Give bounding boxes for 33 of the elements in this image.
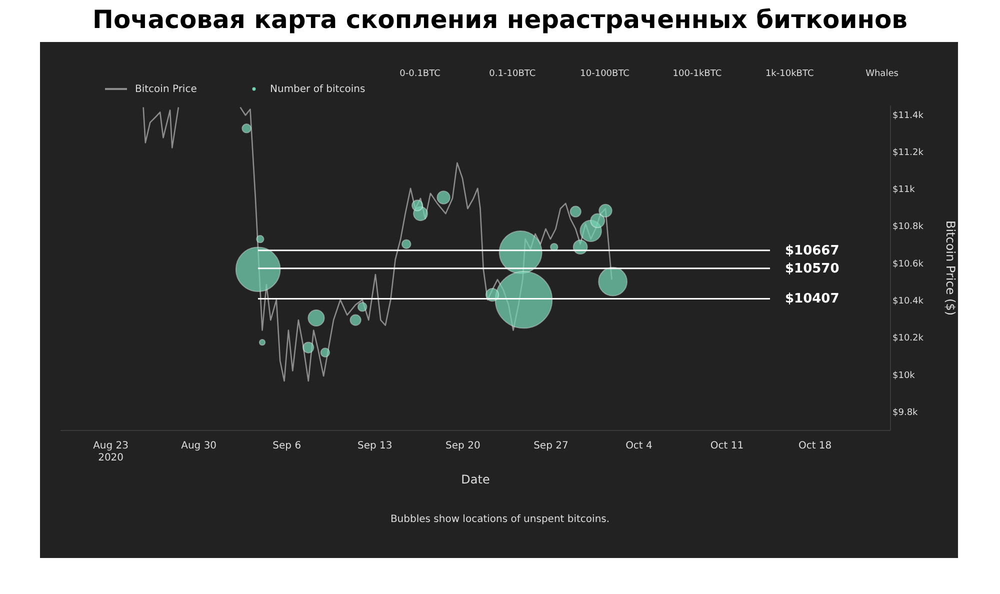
x-tick-label: Sep 13 [358, 440, 392, 452]
y-axis-title: Bitcoin Price ($) [943, 220, 958, 316]
text: Whales [866, 69, 899, 79]
x-axis-title: Date [461, 472, 490, 486]
legend-label: Bitcoin Price [135, 84, 197, 95]
ref-line-label: $10570 [785, 261, 840, 276]
y-tick-label: $9.8k [892, 408, 919, 418]
x-tick-label: Oct 11 [710, 440, 744, 452]
ref-line-label: $10667 [785, 243, 840, 258]
legend-label: Number of bitcoins [270, 84, 366, 95]
x-tick-label: Aug 30 [181, 440, 217, 452]
y-tick-label: $10.8k [892, 222, 924, 232]
x-tick-label: Sep 6 [272, 440, 302, 452]
y-tick-label: $11.4k [892, 110, 924, 121]
text: 0-0.1BTC [400, 69, 440, 79]
chart-title: Почасовая карта скопления нерастраченных биткоинов [92, 5, 908, 34]
x-tick-label: Aug 23 2020 [93, 440, 129, 464]
ref-line-label: $10407 [785, 292, 840, 307]
x-tick-label: Oct 18 [798, 440, 832, 452]
x-tick-label: Sep 27 [534, 440, 568, 452]
y-tick-label: $10k [892, 370, 916, 381]
y-tick-label: $11.2k [892, 148, 924, 158]
y-tick-label: $10.6k [892, 259, 924, 270]
y-tick-label: $11k [892, 185, 916, 196]
text: 100-1kBTC [672, 69, 722, 79]
text: 10-100BTC [580, 69, 630, 79]
x-tick-label: Sep 20 [446, 440, 480, 452]
y-tick-label: $10.4k [892, 296, 924, 306]
y-tick-label: $10.2k [892, 334, 924, 344]
x-tick-label: Oct 4 [626, 440, 652, 452]
text: 0.1-10BTC [489, 69, 536, 79]
text: 1k-10kBTC [765, 69, 814, 79]
text: Bubbles show locations of unspent bitcoins. [390, 514, 610, 525]
